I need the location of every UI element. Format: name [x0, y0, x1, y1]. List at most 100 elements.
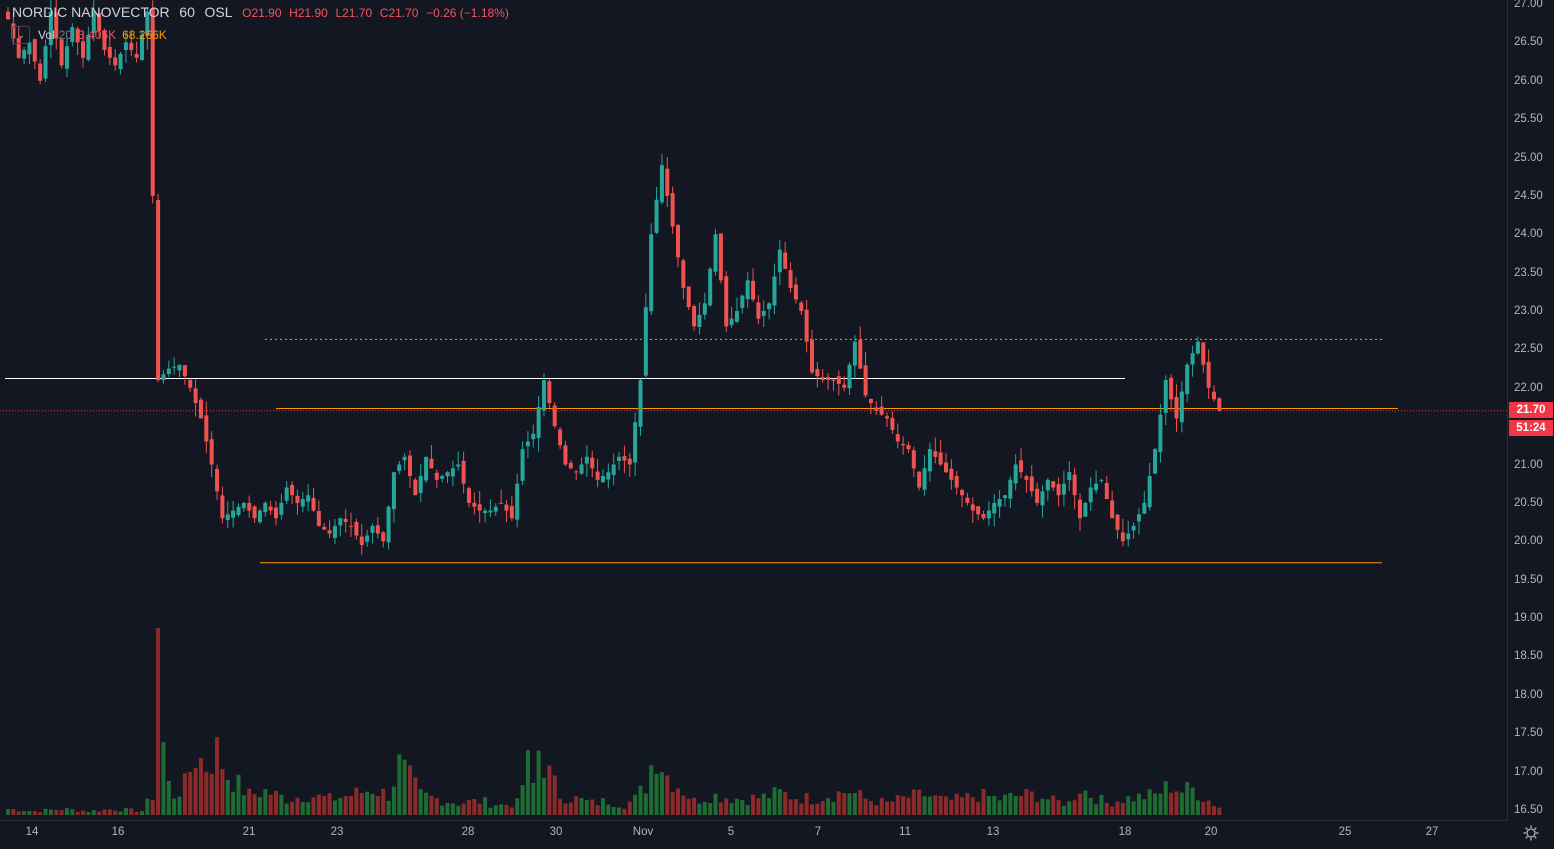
interval[interactable]: 60	[179, 4, 195, 20]
candle-body	[198, 399, 203, 419]
volume-bar	[220, 769, 225, 815]
volume-bar	[649, 765, 654, 815]
volume-bar	[22, 811, 27, 815]
volume-bar	[1024, 788, 1029, 815]
volume-bar	[1013, 795, 1018, 815]
candlestick-chart[interactable]	[0, 0, 1508, 844]
volume-bar	[488, 807, 493, 815]
candle-body	[638, 380, 643, 427]
volume-bar	[911, 789, 916, 815]
candle-body	[209, 439, 214, 465]
candle-body	[799, 302, 804, 311]
candle-body	[236, 506, 241, 516]
candle-body	[676, 224, 680, 258]
volume-bar	[927, 796, 932, 815]
price-tick-label: 26.50	[1514, 36, 1543, 49]
volume-bar	[172, 798, 177, 815]
price-tick-label: 20.50	[1514, 496, 1543, 509]
volume-bar	[381, 788, 386, 815]
candle-body	[617, 456, 622, 462]
candle-body	[542, 380, 546, 411]
volume-bar	[391, 786, 396, 815]
volume-bar	[1094, 804, 1099, 815]
candle-body	[1008, 479, 1013, 499]
candle-body	[793, 284, 798, 300]
symbol-legend: NORDIC NANOVECTOR 60 OSL O21.90 H21.90 L…	[12, 4, 509, 20]
candle-body	[1169, 377, 1174, 400]
candle-body	[1136, 514, 1141, 522]
candle-body	[654, 199, 659, 233]
symbol-name[interactable]: NORDIC NANOVECTOR	[12, 4, 170, 20]
volume-label[interactable]: Vol	[38, 28, 55, 42]
volume-bar	[724, 798, 729, 815]
volume-bar	[177, 796, 182, 815]
candle-body	[493, 506, 498, 512]
candle-body	[38, 63, 43, 81]
candle-body	[231, 510, 236, 518]
volume-bar	[107, 809, 112, 815]
candle-body	[1051, 481, 1056, 488]
price-tick-label: 18.00	[1514, 688, 1543, 701]
volume-bar	[6, 809, 10, 815]
volume-bar	[702, 801, 707, 815]
volume-bar	[531, 782, 536, 815]
candle-body	[177, 364, 182, 371]
low-value: L21.70	[335, 6, 373, 20]
volume-bar	[113, 810, 118, 815]
last-price-tag: 21.70	[1509, 402, 1553, 418]
volume-bar	[568, 802, 573, 815]
price-tick-label: 17.00	[1514, 765, 1543, 778]
candle-body	[970, 504, 975, 511]
volume-bar	[1169, 792, 1174, 815]
candle-body	[1056, 484, 1061, 496]
volume-bar	[263, 789, 268, 815]
time-tick-label: 11	[899, 826, 911, 838]
volume-bar	[1190, 787, 1195, 815]
candle-body	[622, 456, 627, 461]
volume-bar	[552, 775, 557, 815]
chart-area[interactable]	[0, 0, 1508, 844]
candle-body	[225, 514, 230, 521]
candle-body	[547, 381, 552, 404]
candle-body	[1078, 499, 1082, 519]
candle-body	[1190, 353, 1195, 365]
candle-body	[579, 464, 584, 474]
volume-bar	[1029, 791, 1034, 815]
volume-bar	[1072, 800, 1077, 815]
candle-body	[263, 502, 268, 513]
candle-body	[316, 510, 321, 526]
volume-bar	[697, 803, 702, 815]
candle-body	[536, 406, 541, 439]
candle-body	[525, 441, 530, 447]
volume-bar	[1083, 790, 1088, 815]
volume-bar	[643, 793, 648, 815]
candle-body	[520, 449, 525, 481]
volume-bar	[515, 798, 520, 815]
candle-body	[252, 506, 257, 519]
volume-bar	[1158, 793, 1163, 815]
volume-bar	[32, 810, 37, 815]
volume-bar	[1110, 806, 1115, 815]
volume-bar	[590, 799, 595, 815]
time-axis[interactable]: 14 16 21 23 28 30 Nov 5 7 11 13 18 20 25 27	[0, 820, 1508, 845]
gear-icon[interactable]	[1521, 824, 1541, 842]
volume-bar	[938, 795, 943, 815]
candle-body	[1029, 476, 1034, 492]
volume-bar	[708, 802, 713, 815]
volume-bar	[574, 796, 579, 815]
volume-bar	[477, 803, 482, 815]
price-tick-label: 27.00	[1514, 0, 1543, 10]
candle-body	[257, 510, 262, 523]
volume-bar	[322, 796, 327, 815]
volume-bar	[1201, 801, 1206, 815]
volume-bar	[1126, 796, 1131, 815]
volume-bar	[1136, 793, 1141, 815]
candle-body	[922, 468, 927, 490]
volume-bar	[933, 795, 938, 815]
volume-bar	[1051, 795, 1056, 815]
candle-body	[1088, 487, 1093, 503]
candle-body	[359, 536, 364, 546]
chevron-down-icon[interactable]: ⌄	[12, 26, 30, 44]
volume-bar	[461, 803, 466, 815]
volume-bar	[365, 791, 370, 815]
